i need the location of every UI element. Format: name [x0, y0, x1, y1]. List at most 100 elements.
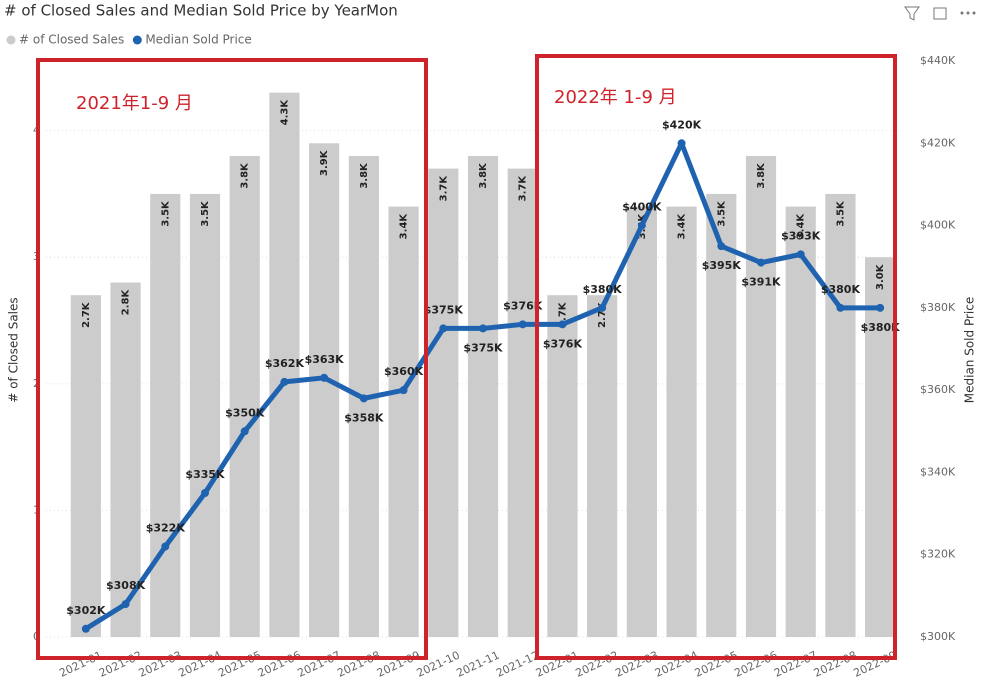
y2-tick-label: $440K: [920, 54, 956, 67]
price-value-label: $380K: [821, 283, 861, 296]
bar-value-label: 3.8K: [240, 162, 251, 189]
bar: [229, 155, 260, 637]
chart-title: # of Closed Sales and Median Sold Price …: [4, 2, 398, 20]
price-point: [201, 489, 209, 497]
legend-marker: [132, 35, 142, 45]
price-value-label: $376K: [503, 299, 543, 312]
x-tick-label: 2021-08: [335, 649, 382, 680]
bar-value-label: 3.9K: [319, 149, 330, 176]
bar: [745, 155, 777, 637]
price-point: [81, 624, 90, 633]
x-tick-label: 2022-05: [693, 649, 740, 680]
highlight-box: [36, 58, 428, 660]
x-tick-label: 2022-07: [772, 649, 819, 680]
price-value-label: $360K: [384, 365, 424, 378]
bar-value-label: 3.4K: [796, 213, 807, 240]
price-point: [161, 542, 170, 551]
x-tick-label: 2022-06: [732, 649, 779, 680]
bar-value-label: 2.7K: [557, 301, 568, 328]
price-point: [757, 258, 765, 267]
price-value-label: $393K: [781, 229, 821, 242]
y2-tick-label: $420K: [920, 136, 956, 149]
bar: [388, 206, 419, 638]
bar-value-label: 3.7K: [438, 175, 449, 202]
bar: [110, 282, 141, 637]
price-value-label: $380K: [583, 283, 623, 296]
price-value-label: $358K: [344, 411, 384, 424]
bar: [865, 257, 896, 637]
bar-value-label: 3.8K: [756, 162, 767, 189]
y2-tick-label: $300K: [920, 630, 956, 643]
price-point: [399, 386, 408, 395]
price-point: [876, 303, 885, 312]
price-value-label: $335K: [185, 468, 225, 481]
x-tick-label: 2021-12: [494, 649, 541, 680]
bar: [825, 193, 856, 637]
price-value-label: $350K: [225, 406, 265, 419]
price-value-label: $391K: [741, 276, 781, 289]
price-value-label: $375K: [424, 303, 464, 316]
bar: [269, 92, 300, 637]
bar: [467, 155, 499, 637]
x-tick-label: 2022-02: [574, 649, 621, 680]
bar-value-label: 3.8K: [478, 162, 489, 189]
bar: [666, 206, 697, 638]
price-value-label: $420K: [662, 118, 702, 131]
price-value-label: $380K: [861, 321, 901, 334]
bar-value-label: 3.7K: [518, 175, 529, 202]
price-point: [359, 394, 368, 403]
y-axis-title: # of Closed Sales: [7, 297, 21, 402]
bar: [150, 193, 181, 637]
bar-value-label: 2.7K: [597, 301, 608, 328]
bar-value-label: 4.3K: [279, 99, 290, 126]
price-point: [677, 139, 686, 148]
bar: [587, 295, 618, 637]
y2-axis-title: Median Sold Price: [963, 297, 977, 403]
bar: [309, 143, 340, 638]
price-point: [280, 377, 289, 386]
price-point: [518, 320, 527, 329]
bar-value-label: 3.8K: [359, 162, 370, 189]
price-value-label: $362K: [265, 357, 305, 370]
highlight-box: [535, 54, 897, 660]
legend-label: # of Closed Sales: [19, 33, 124, 47]
bar-value-label: 3.5K: [200, 200, 211, 227]
legend-marker: [6, 35, 16, 45]
bar: [626, 206, 657, 638]
bar-value-label: 3.5K: [716, 200, 727, 227]
price-value-label: $363K: [305, 353, 345, 366]
x-tick-label: 2022-03: [613, 649, 660, 680]
x-tick-label: 2021-04: [176, 649, 223, 680]
bar: [428, 168, 459, 637]
x-tick-label: 2021-09: [375, 649, 422, 680]
legend-label: Median Sold Price: [145, 33, 251, 47]
x-tick-label: 2021-10: [415, 649, 462, 680]
price-point: [439, 324, 448, 333]
price-value-label: $400K: [622, 201, 662, 214]
price-value-label: $376K: [543, 337, 583, 350]
x-tick-label: 2021-06: [256, 649, 303, 680]
price-point: [558, 320, 567, 329]
x-tick-label: 2022-04: [653, 649, 700, 680]
price-point: [637, 221, 646, 230]
price-point: [836, 303, 845, 312]
price-value-label: $395K: [702, 259, 742, 272]
annotation: 2022年 1-9 月: [554, 87, 677, 108]
x-tick-label: 2021-02: [97, 649, 144, 680]
bar-value-label: 2.7K: [81, 301, 92, 328]
price-point: [240, 427, 249, 436]
y2-tick-label: $400K: [920, 219, 956, 232]
x-tick-label: 2022-01: [534, 649, 581, 680]
price-point: [598, 303, 607, 312]
price-value-label: $302K: [66, 604, 106, 617]
price-value-label: $375K: [463, 341, 503, 354]
price-value-label: $322K: [146, 521, 186, 534]
price-point: [121, 600, 130, 609]
bar-value-label: 3.4K: [399, 213, 410, 240]
bar: [547, 295, 578, 637]
bar: [706, 193, 737, 637]
y2-tick-label: $380K: [920, 301, 956, 314]
x-tick-label: 2021-05: [216, 649, 263, 680]
price-point: [479, 324, 487, 333]
bar: [70, 295, 101, 637]
